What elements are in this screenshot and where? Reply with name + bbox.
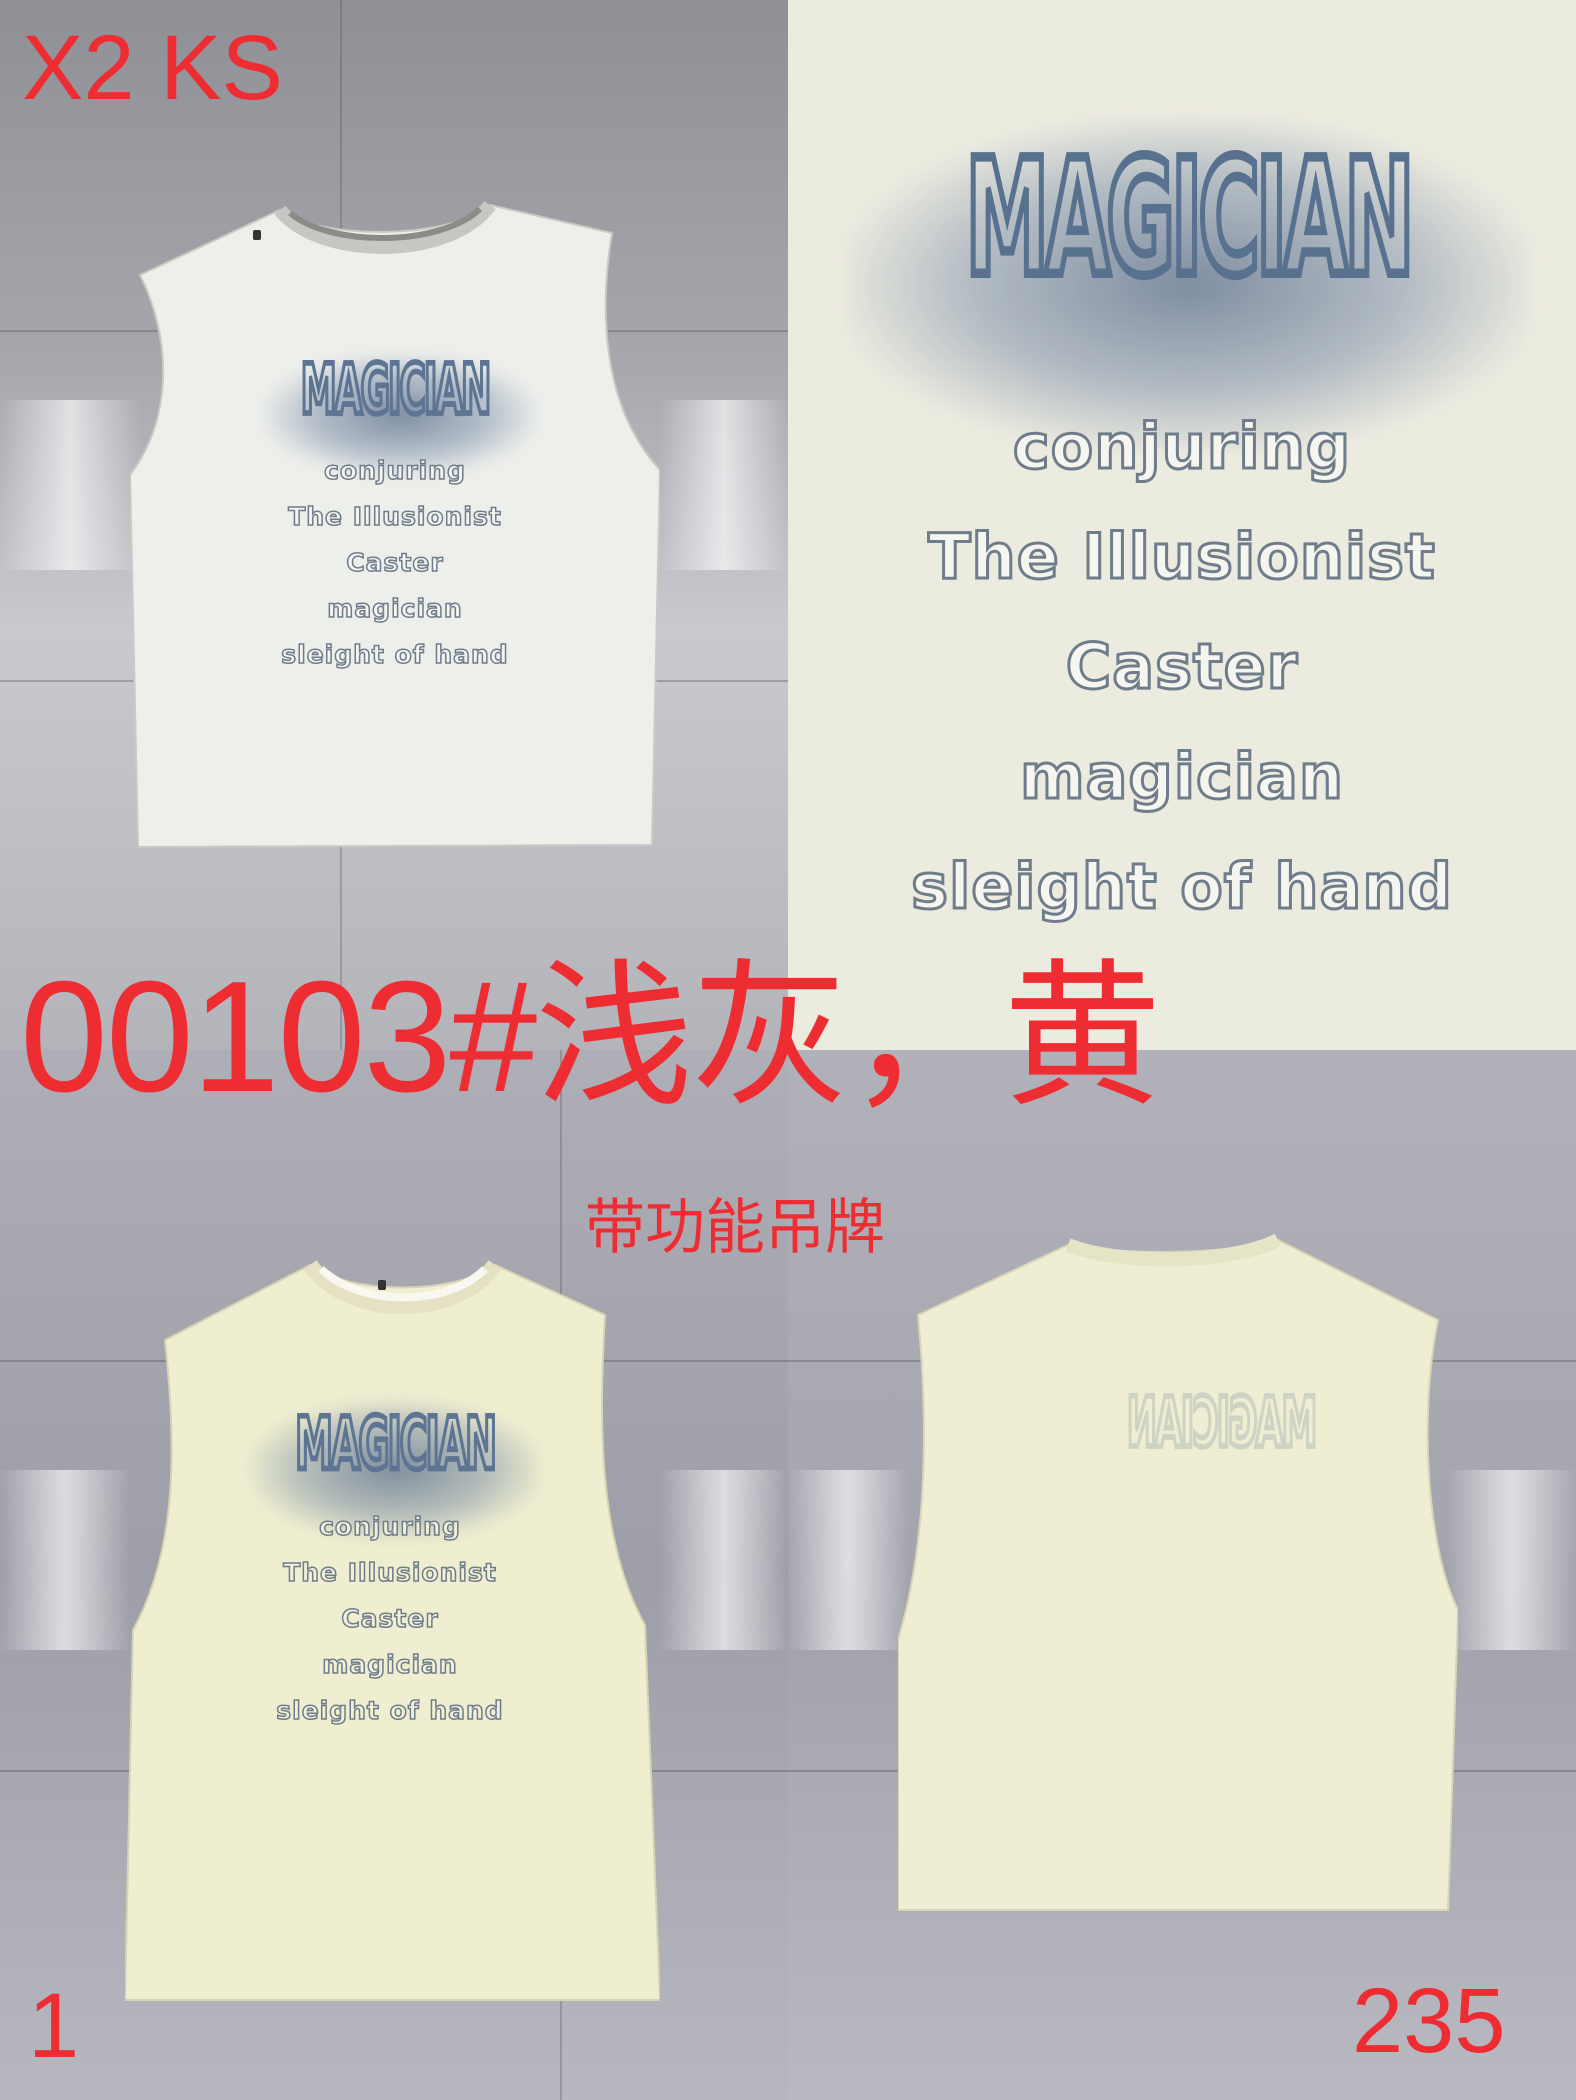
print-line: conjuring bbox=[323, 455, 466, 486]
neck-label bbox=[253, 230, 261, 240]
front-photo-light-grey: MAGICIAN conjuring The Illusionist Caste… bbox=[0, 0, 788, 1050]
style-code-label: X2 KS bbox=[22, 17, 283, 119]
light-reflection bbox=[0, 1470, 130, 1650]
mist-print bbox=[265, 355, 535, 475]
light-reflection bbox=[0, 400, 140, 570]
light-reflection bbox=[660, 1470, 788, 1650]
brand-print: MAGICIAN bbox=[299, 349, 492, 433]
print-line: sleight of hand bbox=[281, 639, 509, 670]
tank-top-light-grey bbox=[130, 200, 660, 849]
print-line: magician bbox=[322, 1649, 458, 1680]
product-code-label: 00103#浅灰，黄 bbox=[20, 949, 1161, 1125]
neck-label bbox=[378, 1280, 386, 1290]
photo-number-label: 1 bbox=[28, 1975, 80, 2077]
print-line: Caster bbox=[341, 1603, 439, 1634]
hang-tag-note-label: 带功能吊牌 bbox=[585, 1194, 885, 1261]
tank-top-yellow-back bbox=[898, 1233, 1458, 1911]
light-reflection bbox=[1448, 1470, 1576, 1650]
print-line: Caster bbox=[1064, 629, 1299, 705]
light-reflection bbox=[660, 400, 788, 570]
print-line: magician bbox=[1018, 739, 1345, 815]
mist-print bbox=[848, 120, 1528, 450]
print-line: sleight of hand bbox=[276, 1695, 504, 1726]
print-line: The Illusionist bbox=[927, 519, 1436, 595]
back-photo-yellow: MAGICIAN bbox=[788, 1050, 1576, 2100]
print-line: Caster bbox=[346, 547, 444, 578]
brand-print: MAGICIAN bbox=[294, 1399, 499, 1488]
front-photo-yellow: MAGICIAN conjuring The Illusionist Caste… bbox=[0, 1050, 788, 2100]
show-through-print: MAGICIAN bbox=[1078, 1383, 1368, 1505]
print-closeup-photo: MAGICIAN conjuring The Illusionist Caste… bbox=[788, 0, 1576, 1050]
price-label: 235 bbox=[1352, 1970, 1506, 2072]
print-line: sleight of hand bbox=[910, 849, 1454, 925]
print-line: The Illusionist bbox=[287, 501, 502, 532]
print-line: magician bbox=[327, 593, 463, 624]
print-line: conjuring bbox=[1011, 409, 1352, 485]
brand-print: MAGICIAN bbox=[963, 120, 1417, 316]
print-line: The Illusionist bbox=[282, 1557, 497, 1588]
mist-print bbox=[250, 1400, 540, 1540]
brand-print: MAGICIAN bbox=[1127, 1383, 1320, 1465]
light-reflection bbox=[788, 1470, 908, 1650]
print-line: conjuring bbox=[318, 1511, 461, 1542]
